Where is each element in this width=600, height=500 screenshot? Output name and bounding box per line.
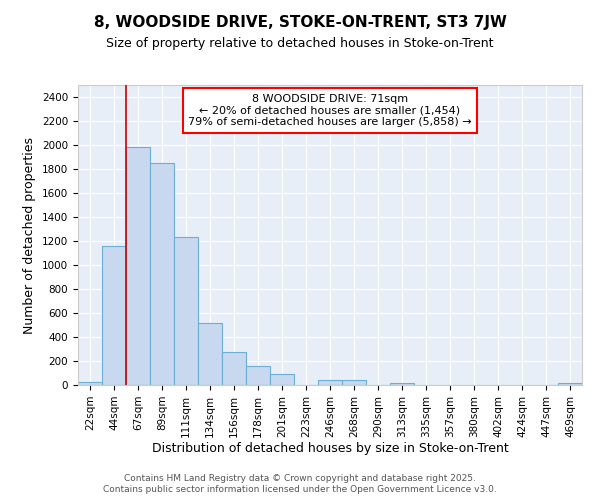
Bar [246, 366, 270, 385]
Bar [270, 374, 294, 385]
Bar [126, 148, 150, 385]
Bar [78, 382, 102, 385]
Text: Size of property relative to detached houses in Stoke-on-Trent: Size of property relative to detached ho… [106, 38, 494, 51]
X-axis label: Distribution of detached houses by size in Stoke-on-Trent: Distribution of detached houses by size … [152, 442, 508, 456]
Bar [150, 163, 174, 385]
Y-axis label: Number of detached properties: Number of detached properties [23, 136, 37, 334]
Bar [318, 380, 342, 385]
Text: Contains HM Land Registry data © Crown copyright and database right 2025.
Contai: Contains HM Land Registry data © Crown c… [103, 474, 497, 494]
Text: 8, WOODSIDE DRIVE, STOKE-ON-TRENT, ST3 7JW: 8, WOODSIDE DRIVE, STOKE-ON-TRENT, ST3 7… [94, 15, 506, 30]
Bar [390, 382, 414, 385]
Bar [102, 246, 126, 385]
Bar [342, 380, 366, 385]
Bar [558, 382, 582, 385]
Bar [222, 352, 246, 385]
Bar [174, 238, 198, 385]
Text: 8 WOODSIDE DRIVE: 71sqm
← 20% of detached houses are smaller (1,454)
79% of semi: 8 WOODSIDE DRIVE: 71sqm ← 20% of detache… [188, 94, 472, 127]
Bar [198, 322, 222, 385]
